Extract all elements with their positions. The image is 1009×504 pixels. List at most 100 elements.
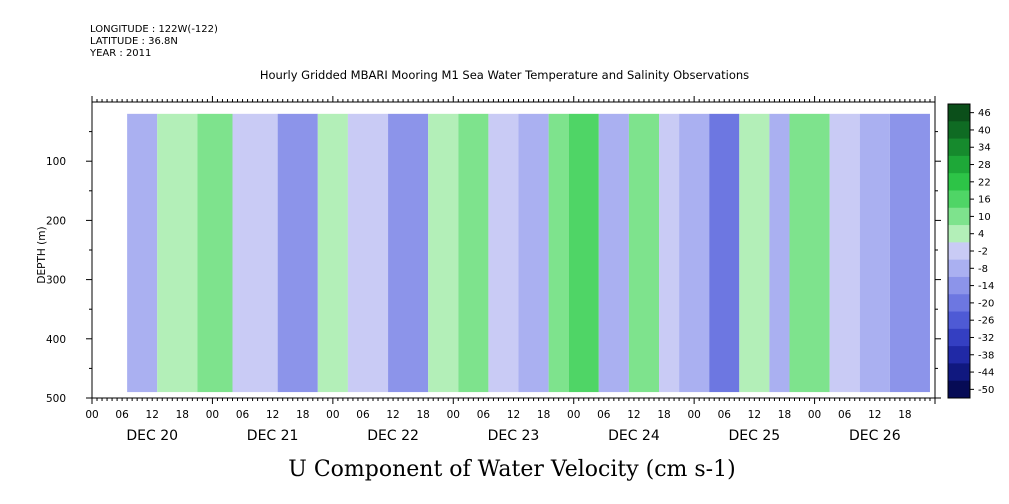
x-day-label: DEC 23: [488, 428, 540, 444]
heatmap-band: [157, 113, 198, 393]
colorbar-label: -2: [978, 247, 988, 258]
heatmap-band: [859, 113, 890, 393]
x-hour-label: 06: [477, 409, 491, 421]
colorbar-swatch: [948, 346, 970, 364]
x-hour-label: 12: [266, 409, 279, 421]
x-hour-label: 12: [146, 409, 159, 421]
x-hour-label: 18: [416, 409, 429, 421]
colorbar-swatch: [948, 138, 970, 157]
colorbar-swatch: [948, 276, 970, 295]
colorbar-swatch: [948, 190, 970, 209]
x-hour-label: 18: [778, 409, 791, 421]
y-tick-label: 400: [46, 334, 66, 346]
heatmap-band: [679, 113, 710, 393]
x-day-label: DEC 21: [247, 428, 299, 444]
colorbar-label: 16: [978, 195, 991, 206]
heatmap-band: [889, 113, 930, 393]
heatmap-band: [769, 113, 790, 393]
x-hour-label: 00: [85, 409, 98, 421]
colorbar-label: -50: [978, 385, 994, 396]
x-axis: 00 06 12 18 DEC 20 00 06 12 18 DEC 21 00 06 12 18 DEC …: [85, 409, 911, 444]
x-hour-label: 18: [296, 409, 309, 421]
year-label: YEAR : 2011: [90, 48, 152, 59]
chart-title: Hourly Gridded MBARI Mooring M1 Sea Wate…: [259, 68, 750, 82]
colorbar-swatch: [948, 155, 970, 174]
colorbar-label: -38: [978, 350, 994, 361]
x-day-label: DEC 24: [608, 428, 660, 444]
colorbar-label: 46: [978, 108, 991, 119]
colorbar-label: 28: [978, 160, 991, 171]
x-hour-label: 00: [447, 409, 460, 421]
y-tick-label: 300: [46, 275, 66, 287]
heatmap-band: [347, 113, 389, 393]
y-tick-label: 100: [46, 156, 66, 168]
y-tick-label: 500: [46, 393, 66, 405]
colorbar-label: -14: [978, 281, 994, 292]
y-axis-label: DEPTH (m): [36, 226, 48, 283]
heatmap-band: [628, 113, 660, 393]
colorbar-swatch: [948, 380, 970, 399]
heatmap-band: [458, 113, 489, 393]
x-hour-label: 12: [627, 409, 640, 421]
heatmap-band: [277, 113, 318, 393]
colorbar-label: -44: [978, 368, 994, 379]
x-day-label: DEC 20: [126, 428, 178, 444]
x-hour-label: 18: [657, 409, 670, 421]
colorbar-swatch: [948, 104, 970, 122]
heatmap-band: [488, 113, 519, 393]
colorbar-swatch: [948, 259, 970, 278]
x-axis-title: U Component of Water Velocity (cm s-1): [288, 457, 735, 482]
colorbar-swatch: [948, 363, 970, 382]
longitude-label: LONGITUDE : 122W(-122): [90, 24, 218, 35]
colorbar-label: -32: [978, 333, 994, 344]
colorbar-label: 34: [978, 143, 991, 154]
colorbar-label: -26: [978, 316, 994, 327]
x-hour-label: 00: [808, 409, 821, 421]
colorbar-label: 4: [978, 229, 984, 240]
x-hour-label: 12: [748, 409, 761, 421]
heatmap-bands: [127, 113, 930, 393]
colorbar-label: 40: [978, 125, 991, 136]
x-hour-label: 00: [326, 409, 339, 421]
x-hour-label: 00: [687, 409, 700, 421]
x-hour-label: 00: [567, 409, 580, 421]
colorbar-swatch: [948, 328, 970, 347]
heatmap-band: [598, 113, 629, 393]
x-hour-label: 18: [537, 409, 550, 421]
heatmap-band: [127, 113, 158, 393]
x-day-label: DEC 26: [849, 428, 901, 444]
x-hour-label: 06: [838, 409, 852, 421]
x-day-label: DEC 22: [367, 428, 419, 444]
heatmap-band: [659, 113, 680, 393]
x-hour-label: 12: [386, 409, 399, 421]
colorbar-swatch: [948, 294, 970, 313]
heatmap-band: [197, 113, 233, 393]
x-hour-label: 06: [718, 409, 732, 421]
heatmap-band: [789, 113, 830, 393]
colorbar-swatch: [948, 311, 970, 330]
x-hour-label: 12: [868, 409, 881, 421]
x-hour-label: 00: [206, 409, 219, 421]
latitude-label: LATITUDE : 36.8N: [90, 36, 178, 47]
heatmap-band: [317, 113, 348, 393]
y-axis: 100 200 300 400 500: [46, 131, 941, 405]
y-tick-label: 200: [46, 215, 66, 227]
heatmap-band: [232, 113, 278, 393]
heatmap-band: [709, 113, 740, 393]
x-hour-label: 06: [356, 409, 370, 421]
heatmap-band: [548, 113, 569, 393]
colorbar-label: -20: [978, 298, 994, 309]
colorbar: 46 40 34 28 22 16 10 4 -2 -8 -14 -20 -26 -32 -38 -44 -50: [947, 103, 994, 399]
colorbar-swatch: [948, 207, 970, 226]
colorbar-label: 10: [978, 212, 991, 223]
colorbar-swatch: [948, 225, 970, 243]
x-hour-label: 18: [176, 409, 189, 421]
heatmap-band: [829, 113, 860, 393]
colorbar-label: -8: [978, 264, 988, 275]
heatmap-band: [739, 113, 770, 393]
colorbar-swatch: [948, 173, 970, 191]
x-hour-label: 06: [236, 409, 250, 421]
colorbar-label: 22: [978, 177, 991, 188]
x-hour-label: 18: [898, 409, 911, 421]
